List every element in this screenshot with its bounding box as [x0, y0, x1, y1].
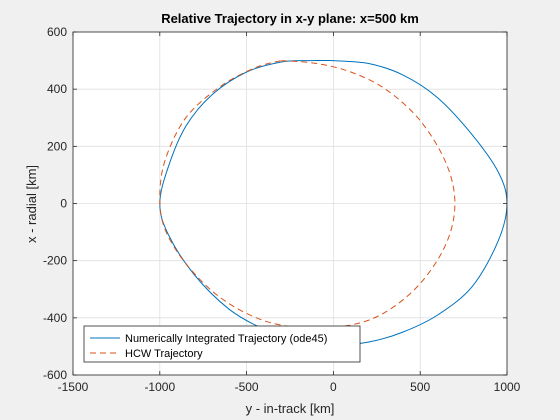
- y-tick-label: 400: [47, 82, 67, 96]
- y-tick-label: -600: [43, 368, 67, 382]
- legend-label: HCW Trajectory: [125, 348, 203, 360]
- y-tick-label: 600: [47, 25, 67, 39]
- x-tick-label: 1000: [494, 380, 521, 394]
- x-tick-label: -1500: [58, 380, 89, 394]
- y-tick-label: 200: [47, 139, 67, 153]
- y-axis-label: x - radial [km]: [24, 165, 39, 243]
- y-tick-label: -200: [43, 254, 67, 268]
- ticks: -1500 -1000 -500 0 500 1000 -600 -400 -200 0 200 40…: [43, 25, 521, 394]
- chart-title: Relative Trajectory in x-y plane: x=500 …: [161, 11, 419, 26]
- legend-box: [83, 325, 361, 363]
- x-tick-label: -1000: [144, 380, 175, 394]
- x-tick-label: -500: [235, 380, 259, 394]
- y-tick-label: -400: [43, 311, 67, 325]
- legend-label: Numerically Integrated Trajectory (ode45…: [125, 333, 327, 345]
- x-axis-label: y - in-track [km]: [246, 401, 335, 416]
- x-tick-label: 0: [330, 380, 337, 394]
- legend[interactable]: Numerically Integrated Trajectory (ode45…: [83, 325, 361, 363]
- x-tick-label: 500: [410, 380, 430, 394]
- y-tick-label: 0: [60, 197, 67, 211]
